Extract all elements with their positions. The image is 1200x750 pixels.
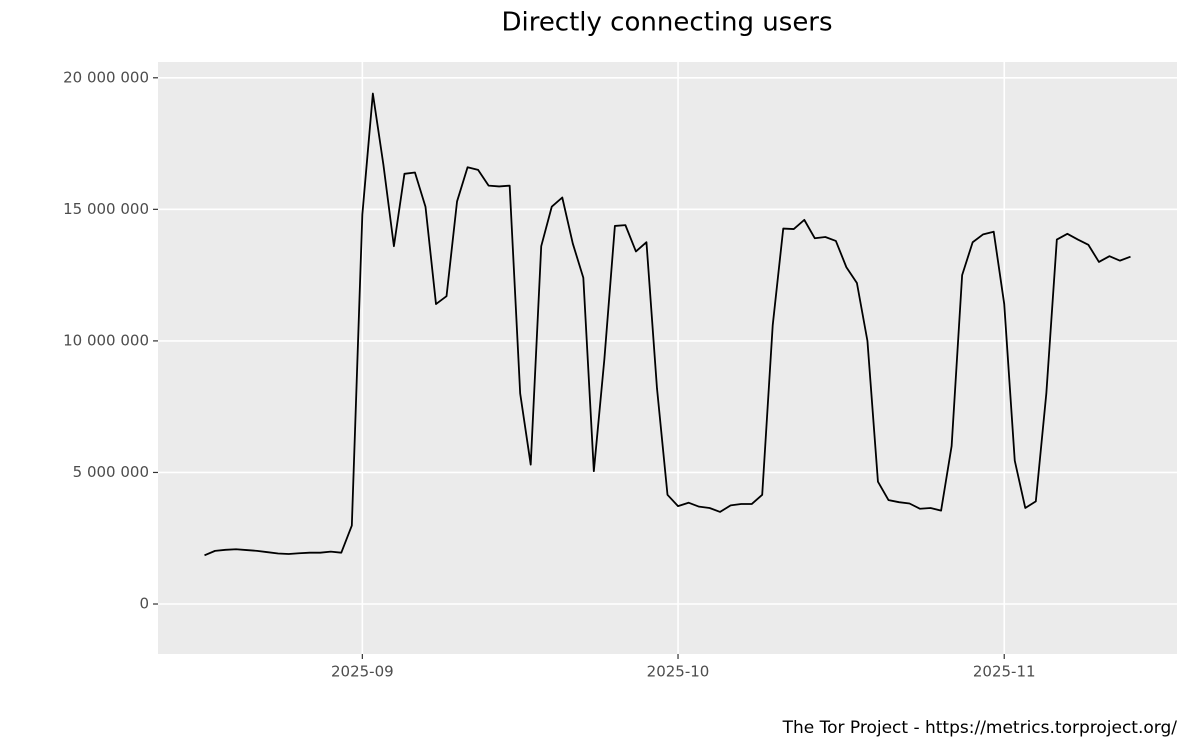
y-tick-label: 10 000 000 — [63, 331, 149, 349]
y-tick-label: 15 000 000 — [63, 200, 149, 218]
y-tick-label: 0 — [139, 595, 149, 613]
plot-background — [158, 62, 1177, 654]
x-tick-label: 2025-10 — [647, 663, 710, 681]
y-tick-label: 20 000 000 — [63, 68, 149, 86]
x-tick-label: 2025-11 — [973, 663, 1036, 681]
caption: The Tor Project - https://metrics.torpro… — [782, 718, 1178, 738]
x-tick-label: 2025-09 — [331, 663, 394, 681]
data-line — [204, 92, 1131, 557]
y-tick-label: 5 000 000 — [73, 463, 149, 481]
chart-title: Directly connecting users — [501, 8, 832, 38]
